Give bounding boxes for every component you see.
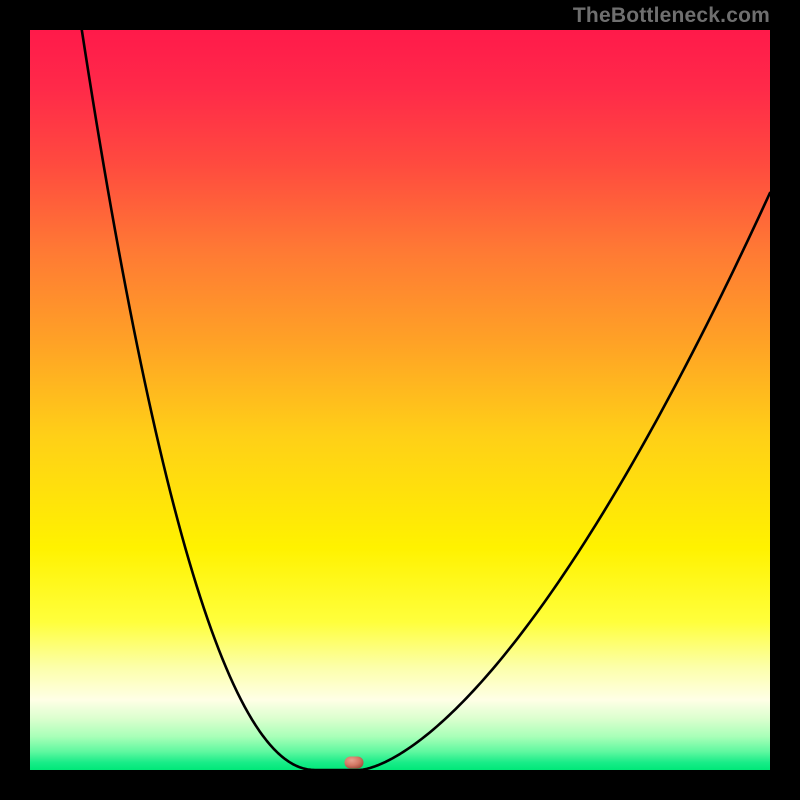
bottleneck-curve-path [82,30,770,770]
watermark-text: TheBottleneck.com [573,4,770,28]
plot-area [30,30,770,770]
optimal-point-marker [344,756,364,769]
bottleneck-curve [30,30,770,770]
